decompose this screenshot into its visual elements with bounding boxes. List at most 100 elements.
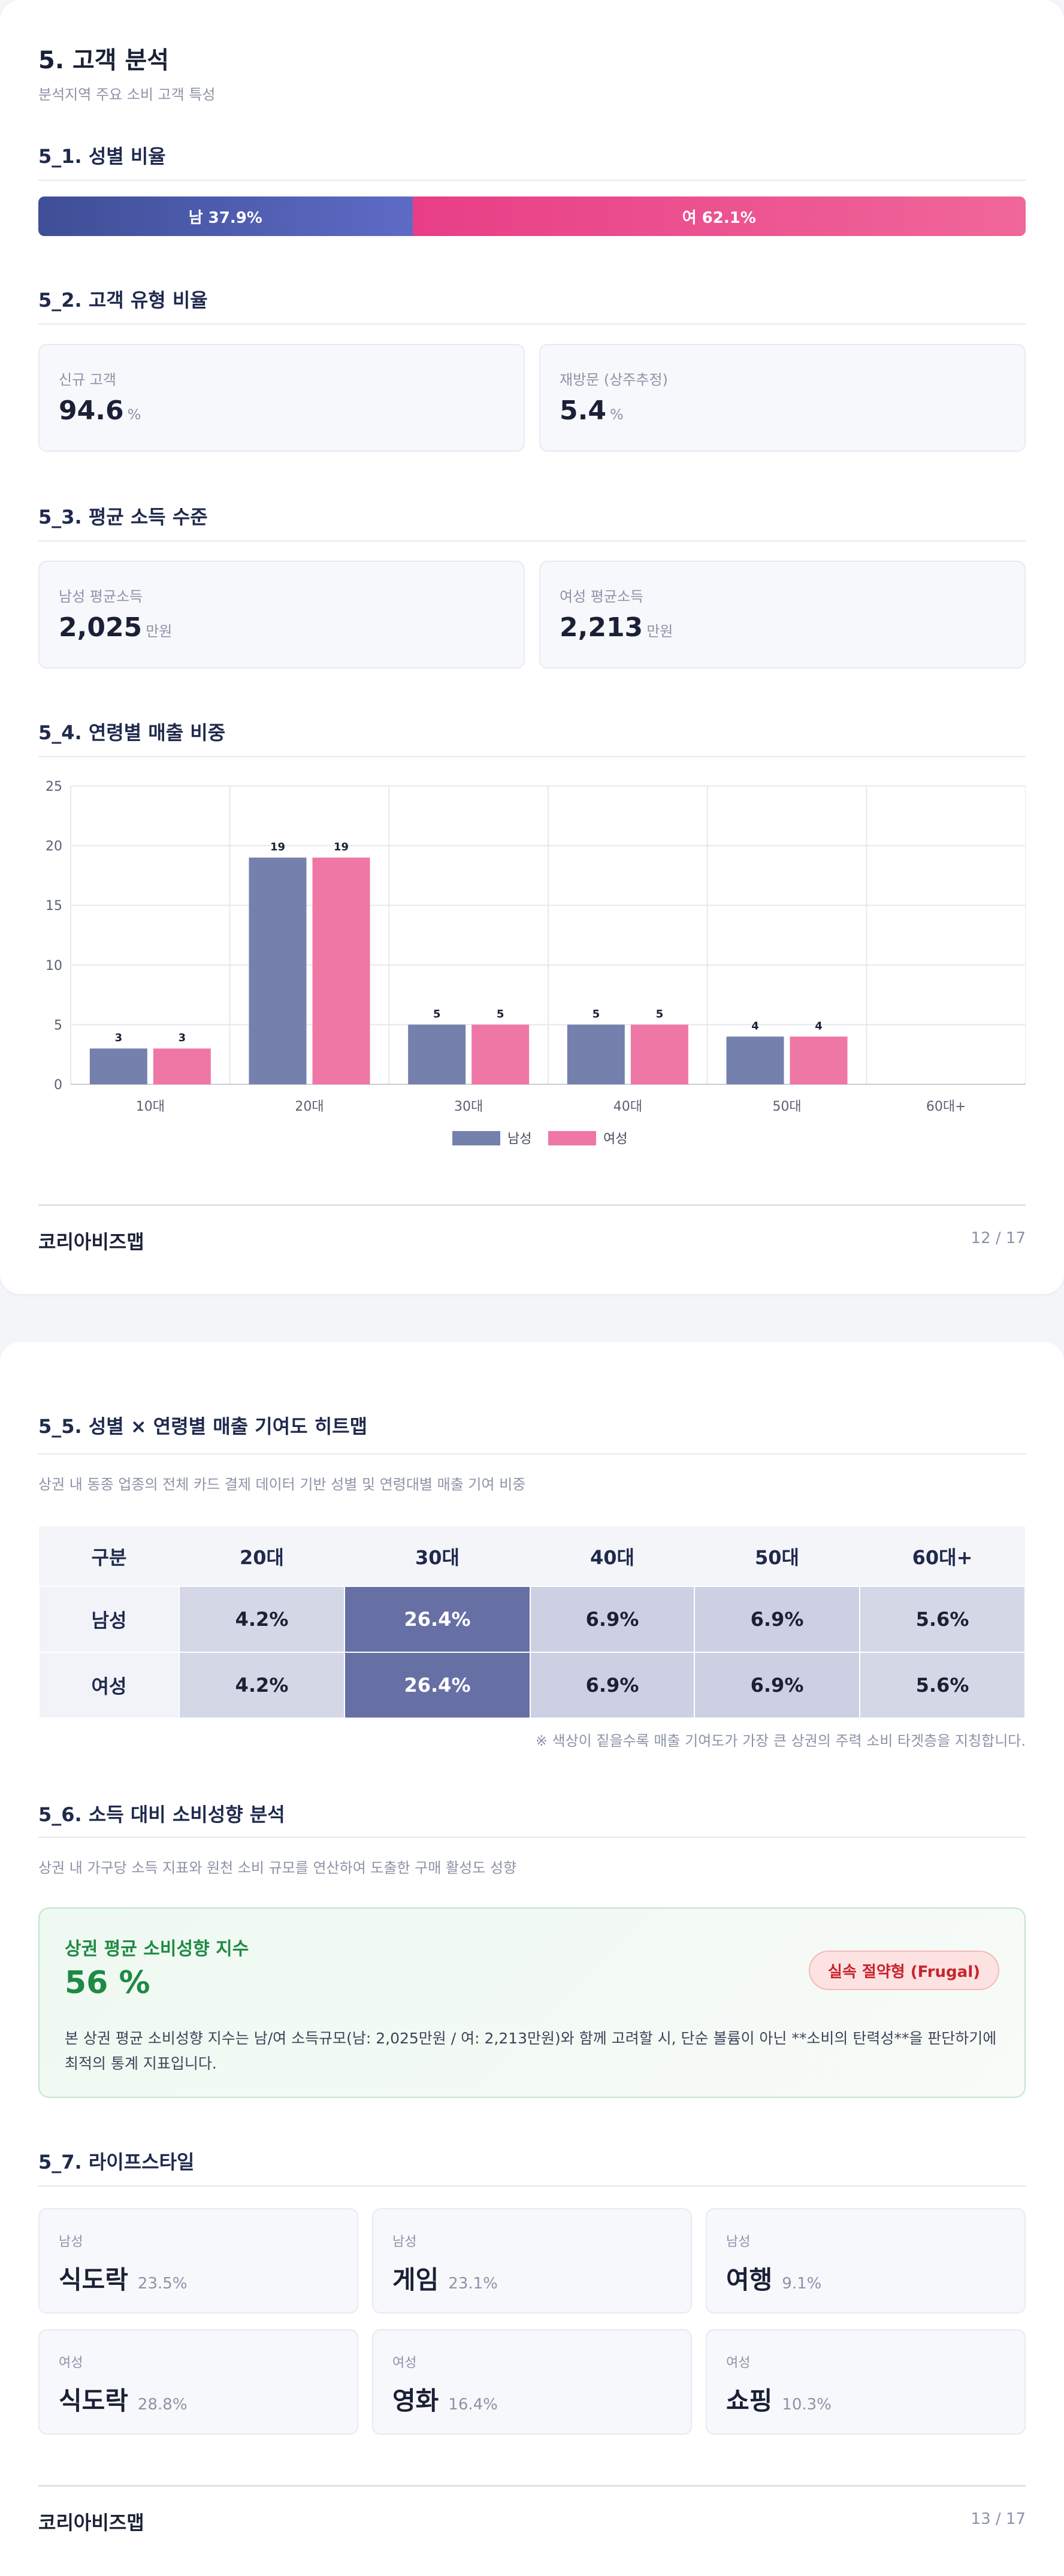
section-title-spending: 5_6. 소득 대비 소비성향 분석 (38, 1803, 285, 1826)
heatmap-header-row: 구분 20대 30대 40대 50대 60대+ (39, 1526, 1025, 1586)
lifestyle-name: 게임 (392, 2265, 439, 2294)
lifestyle-card: 여성 쇼핑 10.3% (706, 2329, 1026, 2435)
lifestyle-gender: 여성 (392, 2356, 417, 2371)
lifestyle-main: 쇼핑 10.3% (726, 2381, 832, 2417)
heatmap-header: 60대+ (860, 1526, 1025, 1586)
heatmap-cell: 5.6% (859, 1652, 1026, 1719)
y-tick-label: 10 (46, 959, 62, 973)
section-divider (38, 1453, 1026, 1455)
lifestyle-percent: 23.5% (137, 2275, 188, 2293)
legend-label: 여성 (603, 1132, 627, 1147)
heatmap-header: 50대 (694, 1526, 860, 1586)
bar-data-label: 19 (270, 841, 285, 854)
footer-divider (38, 1204, 1026, 1206)
page-number: 12 / 17 (971, 1229, 1026, 1247)
heatmap-cell: 26.4% (344, 1652, 531, 1719)
heatmap-cell: 6.9% (694, 1652, 860, 1719)
stat-label: 신규 고객 (59, 371, 116, 388)
stat-value: 5.4 (560, 395, 606, 426)
bar-male (726, 1036, 784, 1084)
bar-data-label: 5 (593, 1008, 600, 1020)
heatmap-header: 40대 (530, 1526, 694, 1586)
spending-index-card: 상권 평균 소비성향 지수 56 % 실속 절약형 (Frugal) 본 상권 … (38, 1907, 1026, 2098)
bar-data-label: 4 (815, 1020, 823, 1032)
section-divider (38, 540, 1026, 542)
bar-data-label: 5 (656, 1008, 664, 1020)
heatmap-header: 30대 (344, 1526, 530, 1586)
stat-value-group: 94.6 % (59, 395, 141, 426)
lifestyle-percent: 10.3% (782, 2396, 832, 2414)
lifestyle-gender: 남성 (59, 2235, 83, 2250)
lifestyle-main: 여행 9.1% (726, 2260, 821, 2296)
stat-card-female-income: 여성 평균소득 2,213 만원 (539, 561, 1026, 669)
legend-label: 남성 (507, 1132, 531, 1147)
lifestyle-card: 여성 영화 16.4% (372, 2329, 692, 2435)
lifestyle-gender: 여성 (726, 2356, 751, 2371)
bar-male (408, 1024, 466, 1084)
lifestyle-gender: 남성 (392, 2235, 417, 2250)
x-tick-label: 50대 (772, 1099, 801, 1114)
stat-value-group: 2,213 만원 (560, 612, 673, 643)
bar-data-label: 4 (751, 1020, 759, 1032)
heatmap-cell: 6.9% (530, 1586, 695, 1653)
heatmap-cell: 5.6% (859, 1586, 1026, 1653)
stat-unit: % (127, 406, 141, 423)
section-title-gender: 5_1. 성별 비율 (38, 145, 166, 168)
report-page-12: 5. 고객 분석 분석지역 주요 소비 고객 특성 5_1. 성별 비율 남 3… (0, 0, 1064, 1294)
page-number: 13 / 17 (971, 2510, 1026, 2528)
bar-data-label: 3 (179, 1032, 186, 1044)
lifestyle-percent: 16.4% (448, 2396, 498, 2414)
section-title-heatmap: 5_5. 성별 × 연령별 매출 기여도 히트맵 (38, 1415, 368, 1438)
bar-female (153, 1048, 211, 1084)
footer-brand: 코리아비즈맵 (38, 2511, 144, 2534)
gender-ratio-bar: 남 37.9% 여 62.1% (38, 196, 1026, 236)
lifestyle-card: 남성 식도락 23.5% (38, 2208, 358, 2314)
spending-description: 상권 내 가구당 소득 지표와 원천 소비 규모를 연산하여 도출한 구매 활성… (38, 1860, 517, 1876)
stat-value: 2,213 (560, 612, 643, 643)
heatmap-cell: 6.9% (530, 1652, 695, 1719)
legend-swatch (452, 1131, 500, 1145)
heatmap-header: 구분 (39, 1526, 179, 1586)
footer-brand: 코리아비즈맵 (38, 1230, 144, 1253)
gender-bar-female: 여 62.1% (412, 196, 1026, 236)
stat-card-new-customer: 신규 고객 94.6 % (38, 344, 525, 452)
heatmap-note: ※ 색상이 짙을수록 매출 기여도가 가장 큰 상권의 주력 소비 타겟층을 지… (535, 1733, 1026, 1749)
lifestyle-gender: 남성 (726, 2235, 751, 2250)
lifestyle-name: 식도락 (59, 2265, 128, 2294)
lifestyle-main: 게임 23.1% (392, 2260, 498, 2296)
spending-index-description: 본 상권 평균 소비성향 지수는 남/여 소득규모(남: 2,025만원 / 여… (65, 2030, 997, 2072)
lifestyle-card: 여성 식도락 28.8% (38, 2329, 358, 2435)
footer-divider (38, 2485, 1026, 2487)
bar-male (89, 1048, 147, 1084)
lifestyle-main: 식도락 28.8% (59, 2381, 188, 2417)
lifestyle-name: 쇼핑 (726, 2386, 773, 2415)
x-tick-label: 20대 (295, 1099, 324, 1114)
lifestyle-name: 식도락 (59, 2386, 128, 2415)
section-divider (38, 180, 1026, 181)
heatmap-row-male: 남성 4.2% 26.4% 6.9% 6.9% 5.6% (38, 1586, 1026, 1653)
gender-age-heatmap: 구분 20대 30대 40대 50대 60대+ 남성 4.2% 26.4% 6.… (38, 1526, 1026, 1719)
heatmap-header: 20대 (179, 1526, 344, 1586)
stat-value-group: 2,025 만원 (59, 612, 172, 643)
bar-data-label: 5 (497, 1008, 504, 1020)
section-title-income: 5_3. 평균 소득 수준 (38, 506, 208, 528)
section-title-customer-type: 5_2. 고객 유형 비율 (38, 289, 208, 312)
lifestyle-percent: 28.8% (137, 2396, 188, 2414)
section-title-lifestyle: 5_7. 라이프스타일 (38, 2151, 195, 2173)
lifestyle-main: 영화 16.4% (392, 2381, 498, 2417)
x-tick-label: 10대 (136, 1099, 165, 1114)
section-divider (38, 756, 1026, 757)
y-tick-label: 0 (54, 1078, 62, 1093)
bar-data-label: 3 (115, 1032, 123, 1044)
bar-female (471, 1024, 530, 1084)
stat-card-male-income: 남성 평균소득 2,025 만원 (38, 561, 525, 669)
stat-value: 2,025 (59, 612, 143, 643)
section-title-age-sales: 5_4. 연령별 매출 비중 (38, 721, 226, 744)
stat-unit: % (609, 406, 624, 423)
y-tick-label: 5 (54, 1018, 62, 1033)
heatmap-cell: 26.4% (344, 1586, 531, 1653)
stat-label: 여성 평균소득 (560, 588, 644, 605)
lifestyle-name: 영화 (392, 2386, 439, 2415)
heatmap-row-label: 남성 (38, 1586, 180, 1653)
lifestyle-main: 식도락 23.5% (59, 2260, 188, 2296)
